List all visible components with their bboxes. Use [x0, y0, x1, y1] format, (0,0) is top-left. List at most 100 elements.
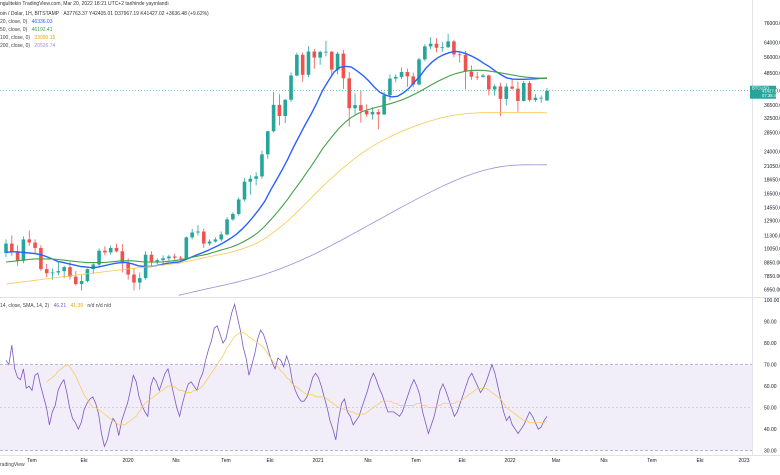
price-tick-label: 6950.00: [764, 288, 780, 294]
time-tick-label: Eki: [81, 458, 88, 464]
symbol-info: oin / Dolar, 1H, BITSTAMP A37763.37 Y424…: [0, 11, 209, 18]
candle-body: [196, 231, 200, 233]
price-tick-label: 18650.00: [764, 178, 780, 184]
candle-body: [219, 234, 224, 240]
candle-body: [248, 178, 253, 182]
candle-body: [56, 271, 61, 273]
rsi-extra: n/d n/d n/d: [87, 303, 112, 309]
candle-body: [516, 88, 520, 101]
price-tick-label: 11300.00: [764, 233, 780, 239]
candle-body: [289, 75, 293, 100]
price-tick-label: 32500.00: [764, 116, 780, 122]
price-tick-label: 12900.00: [764, 219, 780, 225]
candle-body: [300, 54, 305, 75]
candle-body: [359, 105, 363, 111]
last-price-countdown: 07:38:4: [762, 93, 777, 98]
ma-line-2: [5, 112, 548, 285]
candle-body: [62, 267, 66, 272]
rsi-tick-label: 30.00: [764, 449, 777, 455]
time-tick-label: Tem: [27, 458, 36, 464]
time-tick-label: 2021: [312, 458, 323, 464]
ma-line-1: [5, 69, 548, 264]
candle-body: [190, 232, 194, 238]
time-tick-label: Tem: [647, 458, 656, 464]
last-price-symbol: BTCUSD: [752, 86, 769, 91]
ma-line-0: [5, 50, 548, 269]
price-tick-label: 8850.00: [764, 261, 780, 267]
candle-body: [510, 86, 514, 89]
time-tick-label: Tem: [221, 458, 230, 464]
candle-body: [277, 104, 282, 117]
rsi-tick-label: 80.00: [764, 341, 777, 347]
candle-body: [527, 83, 532, 101]
candle-body: [545, 90, 549, 101]
price-tick-label: 24000.00: [764, 150, 780, 156]
rsi-tick-label: 50.00: [764, 406, 777, 412]
indicator-label: 100, close, 0): [0, 35, 31, 41]
candle-body: [33, 242, 37, 248]
price-tick-label: 14550.00: [764, 205, 780, 211]
candle-body: [370, 112, 375, 115]
indicator-ma50[interactable]: 50, close, 0) 46192.41: [0, 27, 53, 34]
indicator-ma20[interactable]: 20, close, 0) 46336.03: [0, 19, 53, 26]
time-tick-label: Nis: [364, 458, 372, 464]
candle-body: [521, 83, 526, 101]
candle-body: [97, 250, 101, 265]
candle-body: [15, 252, 20, 261]
candle-body: [178, 257, 183, 259]
candle-body: [446, 41, 450, 48]
price-tick-label: 28500.00: [764, 130, 780, 136]
candle-body: [120, 251, 125, 264]
time-tick-label: Eki: [459, 458, 466, 464]
candle-body: [347, 78, 352, 109]
candle-body: [236, 199, 241, 214]
candle-body: [283, 99, 288, 117]
indicator-ma200[interactable]: 200, close, 0) 20526.74: [0, 43, 55, 50]
candle-body: [329, 51, 334, 70]
candle-body: [487, 75, 491, 90]
candle-body: [225, 219, 229, 235]
rsi-value: 46.21: [53, 303, 67, 309]
rsi-line-0: [5, 302, 548, 448]
candle-body: [231, 213, 235, 220]
ohlc-values: A37763.37 Y42405.01 D37967.19 K41427.02 …: [63, 11, 209, 17]
candle-body: [341, 53, 346, 79]
candle-body: [405, 72, 410, 77]
candle-body: [44, 269, 49, 274]
indicator-value: 33990.15: [34, 35, 56, 41]
candle-body: [498, 86, 503, 99]
candle-body: [50, 272, 55, 274]
candle-body: [10, 243, 14, 253]
candle-body: [172, 256, 177, 258]
candle-body: [242, 181, 247, 200]
candle-body: [74, 276, 78, 285]
indicator-ma100[interactable]: 100, close, 0) 33990.15: [0, 35, 55, 42]
time-tick-label: Nis: [172, 458, 180, 464]
candle-body: [103, 250, 107, 253]
candle-body: [388, 78, 392, 96]
rsi-header[interactable]: 14, close, SMA, 14, 2) 46.21 41.39 n/d n…: [0, 303, 111, 310]
candle-body: [155, 260, 160, 263]
candle-body: [318, 51, 322, 58]
candle-body: [533, 97, 538, 101]
candle-body: [137, 278, 142, 283]
candle-body: [271, 104, 276, 132]
price-tick-label: 76000.00: [764, 21, 780, 27]
candle-body: [161, 258, 165, 261]
candle-body: [167, 256, 171, 259]
last-price-value: 41427.0: [762, 89, 778, 94]
candle-body: [423, 46, 427, 60]
rsi-sma-value: 41.39: [70, 303, 84, 309]
price-tick-label: 10050.00: [764, 246, 780, 252]
rsi-tick-label: 100.00: [764, 298, 780, 304]
candle-body: [149, 254, 154, 263]
ma-line-3: [178, 164, 547, 296]
candle-body: [463, 54, 468, 72]
candle-body: [492, 86, 497, 90]
rsi-tick-label: 70.00: [764, 363, 777, 369]
candle-body: [132, 274, 136, 283]
candle-body: [91, 264, 96, 270]
price-tick-label: 48500.00: [764, 71, 780, 77]
candle-body: [21, 239, 26, 261]
